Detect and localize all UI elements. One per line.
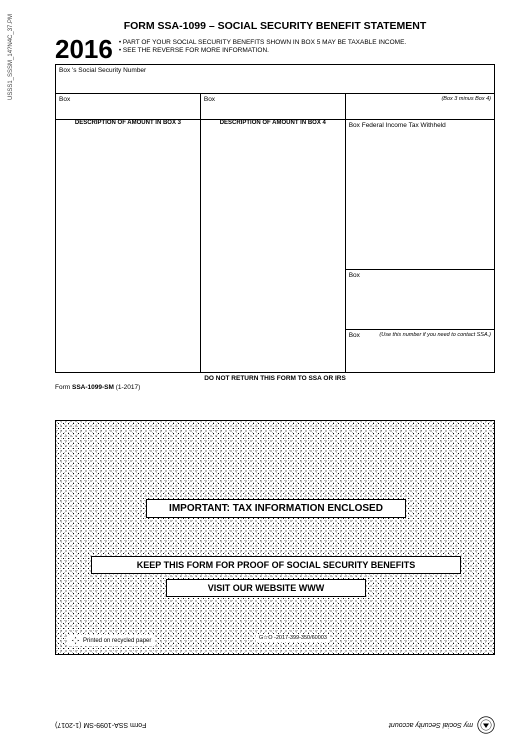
ssa-seal-icon (477, 716, 495, 734)
box-ssn: Box 's Social Security Number (56, 65, 495, 93)
banner-important: IMPORTANT: TAX INFORMATION ENCLOSED (146, 499, 406, 518)
right-column: Box Federal Income Tax Withheld Box Box … (345, 119, 494, 372)
form-number: Form SSA-1099-SM (1-2017) (55, 384, 495, 391)
year-notes: • PART OF YOUR SOCIAL SECURITY BENEFITS … (119, 36, 406, 56)
box-3: Box (200, 93, 345, 119)
box-name: Box (56, 93, 201, 119)
form-page: FORM SSA-1099 – SOCIAL SECURITY BENEFIT … (55, 20, 495, 391)
box-contact-label: Box (349, 332, 360, 339)
recycled-text: Printed on recycled paper (83, 638, 151, 644)
banner-keep: KEEP THIS FORM FOR PROOF OF SOCIAL SECUR… (91, 556, 461, 574)
footer-form-rev: Form SSA-1099-SM (1-2017) (55, 722, 146, 729)
note-2: • SEE THE REVERSE FOR MORE INFORMATION. (119, 47, 406, 55)
do-not-return: DO NOT RETURN THIS FORM TO SSA OR IRS (55, 375, 495, 382)
desc-boxes: DESCRIPTION OF AMOUNT IN BOX 3 DESCRIPTI… (56, 119, 346, 372)
desc-3-label: DESCRIPTION OF AMOUNT IN BOX 3 (56, 120, 200, 126)
box-blank: Box (346, 270, 494, 330)
desc-4-label: DESCRIPTION OF AMOUNT IN BOX 4 (201, 120, 345, 126)
ssa-seal-block: my Social Security account (389, 716, 495, 734)
side-print-code: USSS1_SSSM_14?N4C_37.PM (8, 14, 14, 100)
recycled-label: Printed on recycled paper (68, 635, 154, 646)
form-title: FORM SSA-1099 – SOCIAL SECURITY BENEFIT … (55, 20, 495, 32)
gpo-code: G☆O -2017-399-350/60003 (256, 634, 330, 642)
year-row: 2016 • PART OF YOUR SOCIAL SECURITY BENE… (55, 36, 495, 65)
banner-website: VISIT OUR WEBSITE WWW (166, 579, 366, 597)
box-contact-note: (Use this number if you need to contact … (379, 332, 491, 338)
form-grid: Box 's Social Security Number Box Box (B… (55, 65, 495, 373)
footer-account: my Social Security account (389, 722, 473, 729)
tax-year: 2016 (55, 36, 113, 62)
box-5-note: (Box 3 minus Box 4) (441, 96, 491, 102)
box-contact: Box (Use this number if you need to cont… (346, 330, 494, 372)
recycle-icon (71, 636, 80, 645)
note-1: • PART OF YOUR SOCIAL SECURITY BENEFITS … (119, 39, 406, 47)
box-fed-tax: Box Federal Income Tax Withheld (346, 120, 494, 270)
footer-flipped: my Social Security account Form SSA-1099… (55, 716, 495, 734)
mailer-panel: IMPORTANT: TAX INFORMATION ENCLOSED KEEP… (55, 420, 495, 655)
box-5: (Box 3 minus Box 4) (345, 93, 494, 119)
